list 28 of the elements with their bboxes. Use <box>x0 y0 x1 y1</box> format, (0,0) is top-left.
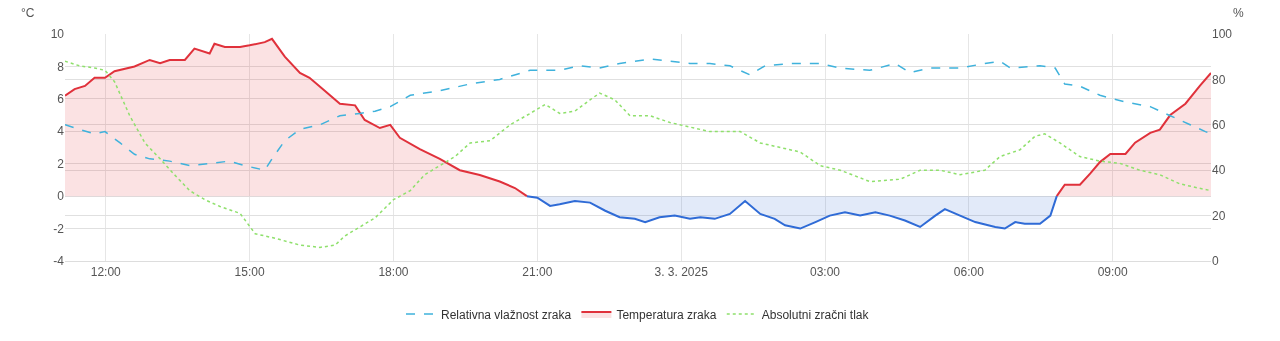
x-tick-label: 3. 3. 2025 <box>654 265 709 280</box>
y-tick-label: 4 <box>57 124 65 139</box>
legend-label: Relativna vlažnost zraka <box>441 307 572 322</box>
x-tick-label: 06:00 <box>953 265 985 280</box>
x-tick-label: 21:00 <box>522 265 553 280</box>
legend-label: Temperatura zraka <box>616 307 717 322</box>
y2-tick-label: 100 <box>1212 27 1233 42</box>
y-tick-label: 10 <box>50 27 65 42</box>
y-tick-label: 8 <box>57 59 65 74</box>
y-axis-title: °C <box>21 6 35 20</box>
y2-tick-label: 20 <box>1212 208 1226 223</box>
y-tick-label: 0 <box>57 189 65 204</box>
y2-axis-title: % <box>1233 6 1244 20</box>
y-tick-label: 2 <box>57 156 65 171</box>
y2-tick-label: 0 <box>1212 254 1219 269</box>
x-tick-label: 18:00 <box>378 265 409 280</box>
line-series <box>65 60 1211 249</box>
y2-tick-label: 40 <box>1212 163 1226 178</box>
y-tick-label: 6 <box>57 92 65 107</box>
x-tick-label: 12:00 <box>90 265 122 280</box>
x-tick-label: 03:00 <box>809 265 841 280</box>
x-tick-label: 15:00 <box>234 265 265 280</box>
legend-label: Absolutni zračni tlak <box>761 307 870 322</box>
y2-tick-label: 80 <box>1212 72 1226 87</box>
y2-tick-label: 60 <box>1212 118 1226 132</box>
y-tick-label: -4 <box>53 254 65 269</box>
x-tick-label: 09:00 <box>1097 265 1129 280</box>
y-tick-label: -2 <box>53 221 65 236</box>
